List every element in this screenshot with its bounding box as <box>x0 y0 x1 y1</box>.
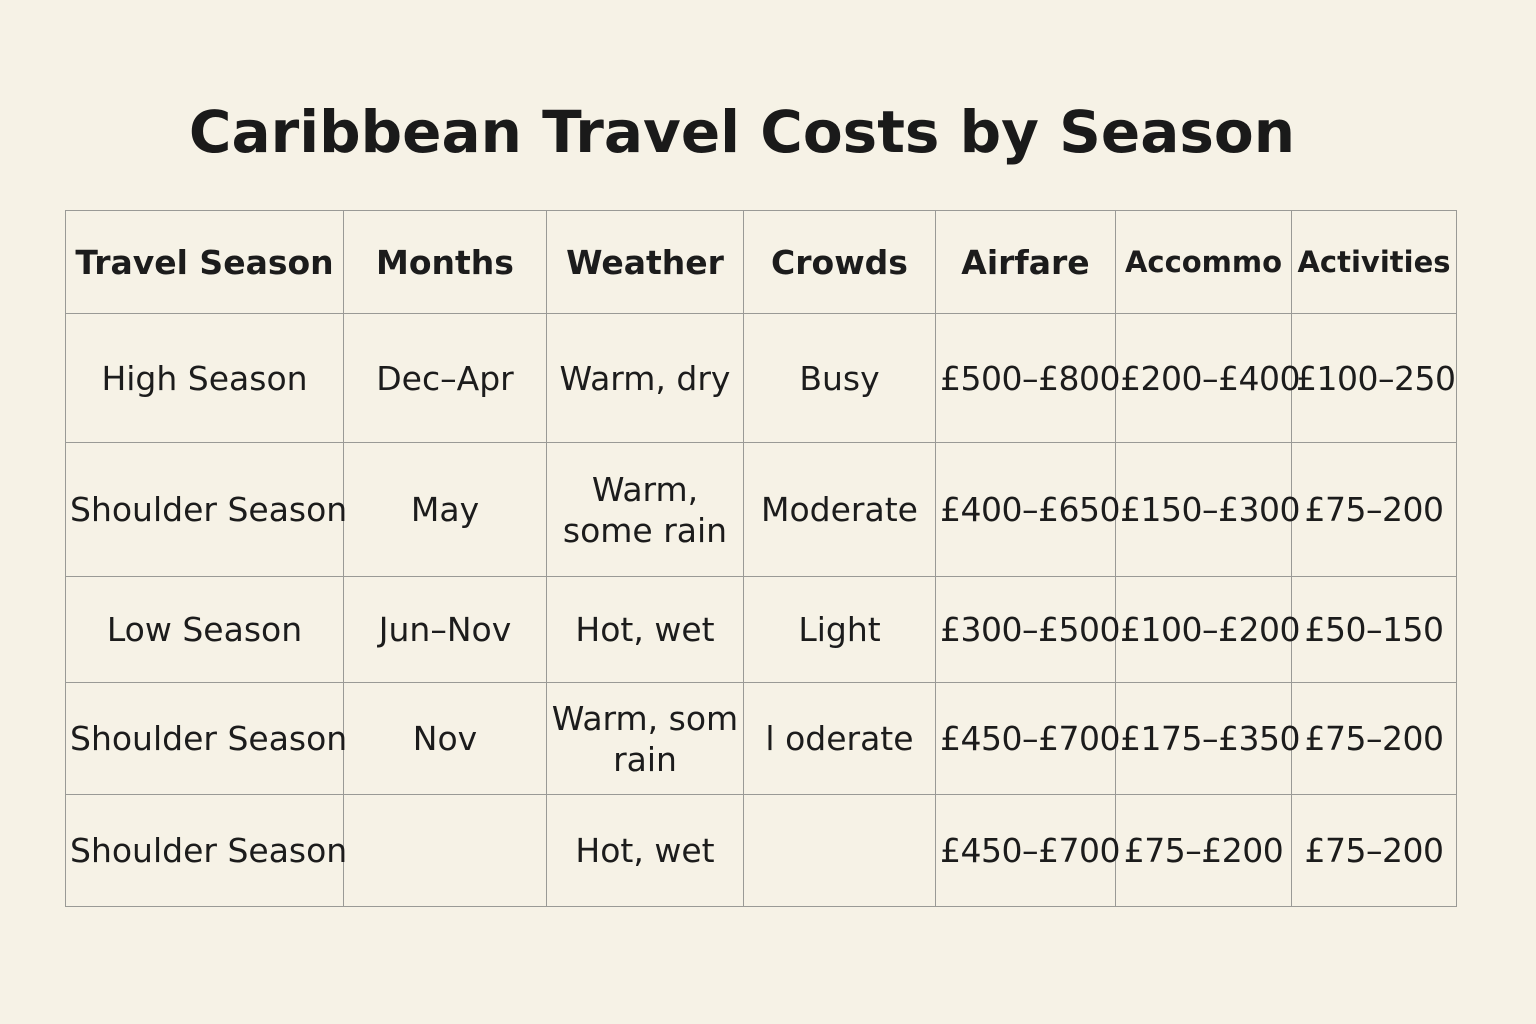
cell-airfare: £500–£800 <box>935 313 1120 443</box>
cell-months: May <box>343 442 547 577</box>
cell-weather: Warm, som rain <box>546 682 744 795</box>
cell-months: Dec–Apr <box>343 313 547 443</box>
column-header-weather: Weather <box>546 210 744 314</box>
cell-accommo: £175–£350 <box>1115 682 1300 795</box>
column-header-travel-season: Travel Season <box>65 210 344 314</box>
cell-activities: £75–200 <box>1291 442 1457 577</box>
cell-months <box>343 794 547 907</box>
cell-weather: Warm, some rain <box>546 442 744 577</box>
cell-travel-season: Shoulder Season <box>65 794 347 907</box>
cell-airfare: £300–£500 <box>935 576 1120 683</box>
cell-activities: £50–150 <box>1291 576 1457 683</box>
table-row: Shoulder Season Hot, wet £450–£700 £75–£… <box>65 794 1457 907</box>
table-row: Low Season Jun–Nov Hot, wet Light £300–£… <box>65 576 1457 683</box>
cell-activities: £100–250 <box>1291 313 1457 443</box>
costs-table: Travel Season Months Weather Crowds Airf… <box>65 210 1457 907</box>
cell-accommo: £100–£200 <box>1115 576 1300 683</box>
cell-crowds: Moderate <box>743 442 936 577</box>
column-header-accommo: Accommo <box>1115 210 1292 314</box>
cell-crowds: Light <box>743 576 936 683</box>
table-row: Shoulder Season Nov Warm, som rain l ode… <box>65 682 1457 795</box>
column-header-months: Months <box>343 210 547 314</box>
cell-crowds: Busy <box>743 313 936 443</box>
cell-accommo: £150–£300 <box>1115 442 1300 577</box>
cell-airfare: £450–£700 <box>935 682 1120 795</box>
cell-accommo: £75–£200 <box>1115 794 1292 907</box>
cell-accommo: £200–£400 <box>1115 313 1300 443</box>
header-row: Travel Season Months Weather Crowds Airf… <box>65 210 1457 314</box>
cell-travel-season: Shoulder Season <box>65 442 347 577</box>
cell-crowds: l oderate <box>743 682 936 795</box>
cell-weather: Warm, dry <box>546 313 744 443</box>
table-title: Caribbean Travel Costs by Season <box>188 98 1296 166</box>
cell-airfare: £450–£700 <box>935 794 1120 907</box>
column-header-airfare: Airfare <box>935 210 1116 314</box>
table-row: High Season Dec–Apr Warm, dry Busy £500–… <box>65 313 1457 443</box>
cell-travel-season: Shoulder Season <box>65 682 347 795</box>
cell-weather: Hot, wet <box>546 794 744 907</box>
cell-weather: Hot, wet <box>546 576 744 683</box>
cell-travel-season: Low Season <box>65 576 344 683</box>
cell-activities: £75–200 <box>1291 682 1457 795</box>
column-header-activities: Activities <box>1291 210 1457 314</box>
cell-months: Jun–Nov <box>343 576 547 683</box>
cell-activities: £75–200 <box>1291 794 1457 907</box>
cell-airfare: £400–£650 <box>935 442 1120 577</box>
cell-months: Nov <box>343 682 547 795</box>
cell-crowds <box>743 794 936 907</box>
column-header-crowds: Crowds <box>743 210 936 314</box>
table-row: Shoulder Season May Warm, some rain Mode… <box>65 442 1457 577</box>
cell-travel-season: High Season <box>65 313 344 443</box>
